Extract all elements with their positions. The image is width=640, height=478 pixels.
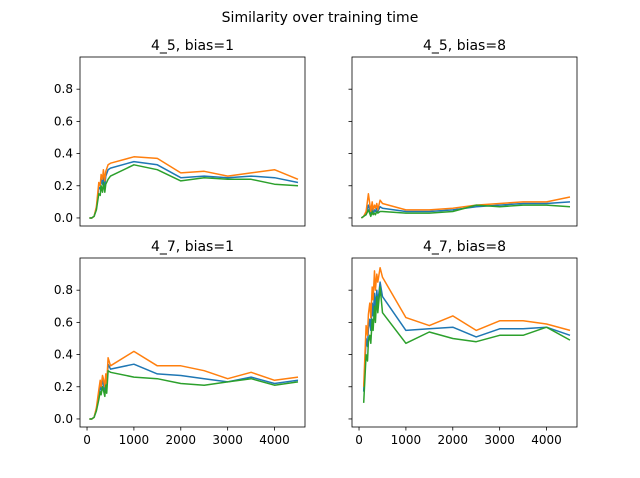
series-line-2 (362, 266, 571, 387)
y-tick-label: 0.8 (54, 283, 73, 297)
series-line-1 (360, 201, 571, 219)
subplot-2: 4_5, bias=8 (348, 38, 578, 227)
x-tick-label: 0 (83, 433, 91, 447)
y-tick-label: 0.4 (54, 147, 73, 161)
plot-frame (79, 257, 306, 428)
series-line-3 (362, 286, 571, 403)
x-tick-label: 0 (355, 433, 363, 447)
subplot-1: 4_5, bias=1 0.0 0.2 0.4 0.6 0.8 (54, 38, 306, 227)
series-line-3 (89, 164, 299, 219)
series-line-2 (89, 156, 299, 219)
subplot-4: 4_7, bias=8 0 1000 2000 3000 4000 (348, 239, 578, 447)
x-tick-label: 3000 (484, 433, 515, 447)
y-tick-label: 0.6 (54, 315, 73, 329)
y-tick-label: 0.6 (54, 114, 73, 128)
x-tick-label: 2000 (438, 433, 469, 447)
subplot-title: 4_5, bias=8 (423, 38, 506, 54)
x-tick-label: 4000 (259, 433, 290, 447)
figure-title: Similarity over training time (222, 10, 419, 26)
y-tick-label: 0.8 (54, 82, 73, 96)
x-tick-label: 1000 (119, 433, 150, 447)
plot-frame (351, 257, 578, 428)
subplot-title: 4_5, bias=1 (151, 38, 234, 54)
y-tick-label: 0.0 (54, 412, 73, 426)
subplot-grid: 4_5, bias=1 0.0 0.2 0.4 0.6 0.8 4_5, bias=8 4_7… (54, 38, 578, 447)
plot-frame (351, 56, 578, 227)
x-tick-label: 2000 (166, 433, 197, 447)
subplot-title: 4_7, bias=8 (423, 239, 506, 255)
x-tick-label: 3000 (212, 433, 243, 447)
series-line-3 (360, 204, 571, 219)
y-tick-label: 0.4 (54, 348, 73, 362)
series-line-2 (89, 350, 299, 420)
series-line-2 (360, 193, 571, 219)
x-tick-label: 4000 (531, 433, 562, 447)
y-tick-label: 0.2 (54, 179, 73, 193)
subplot-title: 4_7, bias=1 (151, 239, 234, 255)
subplot-3: 4_7, bias=1 0.0 0.2 0.4 0.6 0.8 0 1000 2000 3000 4… (54, 239, 306, 447)
y-tick-label: 0.0 (54, 211, 73, 225)
series-line-3 (89, 369, 299, 420)
plot-frame (79, 56, 306, 227)
x-tick-label: 1000 (391, 433, 422, 447)
y-tick-label: 0.2 (54, 380, 73, 394)
series-line-1 (89, 363, 299, 420)
